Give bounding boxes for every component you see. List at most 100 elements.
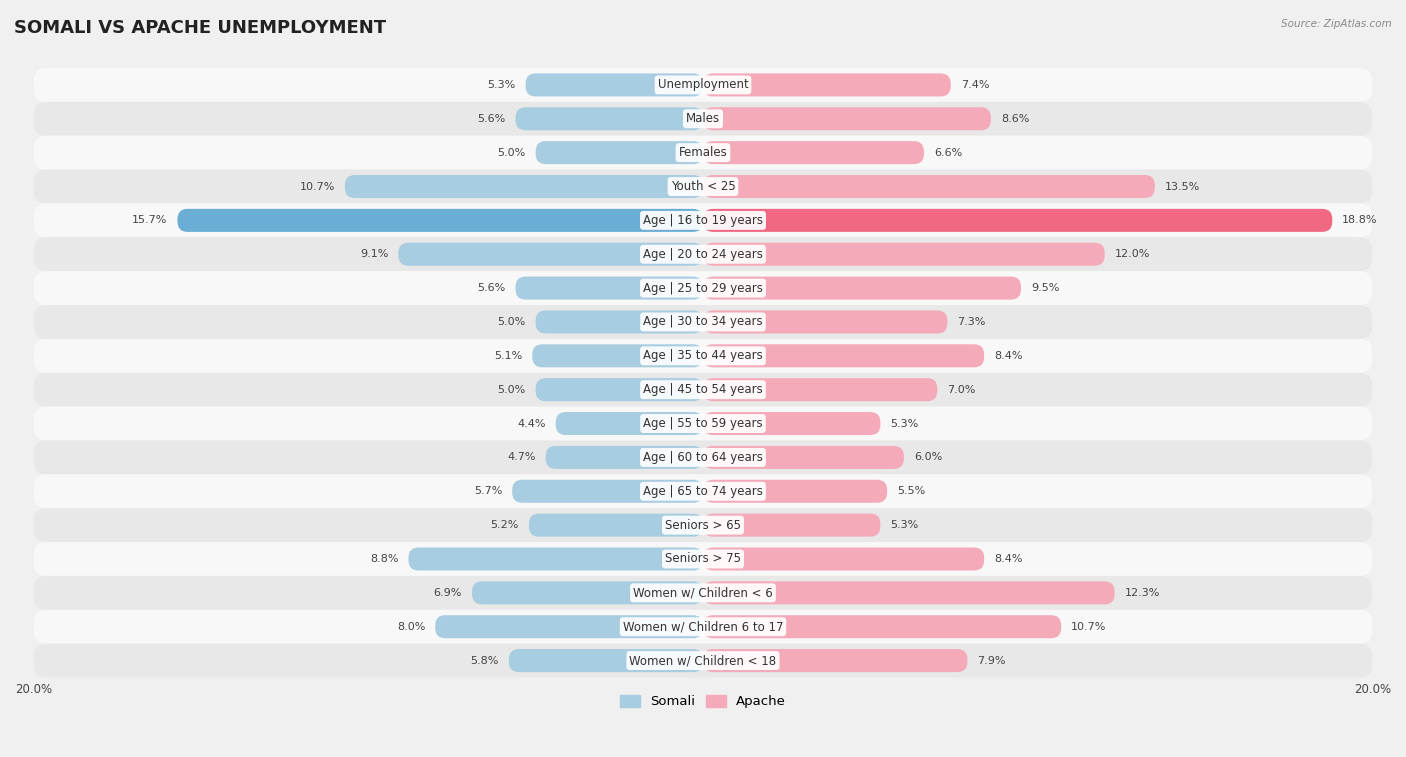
Text: Age | 55 to 59 years: Age | 55 to 59 years [643,417,763,430]
FancyBboxPatch shape [703,107,991,130]
Text: Unemployment: Unemployment [658,79,748,92]
FancyBboxPatch shape [703,378,938,401]
FancyBboxPatch shape [703,615,1062,638]
FancyBboxPatch shape [703,344,984,367]
Text: Women w/ Children < 6: Women w/ Children < 6 [633,587,773,600]
FancyBboxPatch shape [34,68,1372,102]
FancyBboxPatch shape [512,480,703,503]
FancyBboxPatch shape [536,141,703,164]
Text: Seniors > 75: Seniors > 75 [665,553,741,565]
FancyBboxPatch shape [555,412,703,435]
Text: 7.0%: 7.0% [948,385,976,394]
Text: Age | 65 to 74 years: Age | 65 to 74 years [643,484,763,498]
FancyBboxPatch shape [34,643,1372,678]
FancyBboxPatch shape [398,243,703,266]
Text: Women w/ Children 6 to 17: Women w/ Children 6 to 17 [623,620,783,633]
FancyBboxPatch shape [536,378,703,401]
FancyBboxPatch shape [703,141,924,164]
Text: 6.9%: 6.9% [433,588,463,598]
Text: 10.7%: 10.7% [299,182,335,192]
FancyBboxPatch shape [34,204,1372,237]
FancyBboxPatch shape [509,649,703,672]
Text: 9.1%: 9.1% [360,249,388,259]
Text: 12.0%: 12.0% [1115,249,1150,259]
FancyBboxPatch shape [34,136,1372,170]
FancyBboxPatch shape [344,175,703,198]
Text: Age | 60 to 64 years: Age | 60 to 64 years [643,451,763,464]
FancyBboxPatch shape [703,175,1154,198]
Text: 15.7%: 15.7% [132,216,167,226]
Text: 10.7%: 10.7% [1071,621,1107,632]
Text: Women w/ Children < 18: Women w/ Children < 18 [630,654,776,667]
FancyBboxPatch shape [436,615,703,638]
Text: Age | 20 to 24 years: Age | 20 to 24 years [643,248,763,260]
Text: 5.3%: 5.3% [890,520,918,530]
FancyBboxPatch shape [516,107,703,130]
Text: 12.3%: 12.3% [1125,588,1160,598]
Text: 5.3%: 5.3% [488,80,516,90]
FancyBboxPatch shape [536,310,703,334]
Text: Seniors > 65: Seniors > 65 [665,519,741,531]
FancyBboxPatch shape [34,407,1372,441]
FancyBboxPatch shape [34,372,1372,407]
Text: Males: Males [686,112,720,126]
FancyBboxPatch shape [703,513,880,537]
FancyBboxPatch shape [34,170,1372,204]
Text: 8.0%: 8.0% [396,621,425,632]
FancyBboxPatch shape [703,73,950,96]
Text: Females: Females [679,146,727,159]
FancyBboxPatch shape [526,73,703,96]
Text: 5.1%: 5.1% [494,350,522,361]
Text: 8.4%: 8.4% [994,350,1022,361]
Text: 8.8%: 8.8% [370,554,398,564]
FancyBboxPatch shape [34,441,1372,475]
FancyBboxPatch shape [703,649,967,672]
FancyBboxPatch shape [703,310,948,334]
FancyBboxPatch shape [703,243,1105,266]
Text: SOMALI VS APACHE UNEMPLOYMENT: SOMALI VS APACHE UNEMPLOYMENT [14,19,387,37]
Text: Age | 30 to 34 years: Age | 30 to 34 years [643,316,763,329]
FancyBboxPatch shape [703,209,1333,232]
Text: 5.2%: 5.2% [491,520,519,530]
FancyBboxPatch shape [472,581,703,604]
FancyBboxPatch shape [34,102,1372,136]
Text: 5.3%: 5.3% [890,419,918,428]
Text: Source: ZipAtlas.com: Source: ZipAtlas.com [1281,19,1392,29]
FancyBboxPatch shape [34,508,1372,542]
Text: Age | 35 to 44 years: Age | 35 to 44 years [643,349,763,363]
Text: 6.0%: 6.0% [914,453,942,463]
FancyBboxPatch shape [34,271,1372,305]
Text: 6.6%: 6.6% [934,148,962,157]
Text: 8.4%: 8.4% [994,554,1022,564]
Text: 7.4%: 7.4% [960,80,990,90]
Text: 5.7%: 5.7% [474,486,502,497]
FancyBboxPatch shape [34,339,1372,372]
FancyBboxPatch shape [34,542,1372,576]
Text: 13.5%: 13.5% [1166,182,1201,192]
FancyBboxPatch shape [34,610,1372,643]
FancyBboxPatch shape [34,237,1372,271]
FancyBboxPatch shape [703,446,904,469]
Text: 5.6%: 5.6% [477,283,506,293]
Text: 5.0%: 5.0% [498,317,526,327]
FancyBboxPatch shape [34,475,1372,508]
Text: Age | 16 to 19 years: Age | 16 to 19 years [643,214,763,227]
Text: 8.6%: 8.6% [1001,114,1029,124]
Text: 5.5%: 5.5% [897,486,925,497]
Legend: Somali, Apache: Somali, Apache [614,690,792,714]
Text: 5.8%: 5.8% [471,656,499,665]
FancyBboxPatch shape [177,209,703,232]
FancyBboxPatch shape [703,547,984,571]
FancyBboxPatch shape [703,480,887,503]
Text: 4.7%: 4.7% [508,453,536,463]
FancyBboxPatch shape [529,513,703,537]
Text: 7.3%: 7.3% [957,317,986,327]
FancyBboxPatch shape [703,412,880,435]
Text: 5.0%: 5.0% [498,385,526,394]
Text: 5.0%: 5.0% [498,148,526,157]
Text: 7.9%: 7.9% [977,656,1005,665]
Text: 5.6%: 5.6% [477,114,506,124]
Text: Youth < 25: Youth < 25 [671,180,735,193]
FancyBboxPatch shape [703,276,1021,300]
Text: 4.4%: 4.4% [517,419,546,428]
